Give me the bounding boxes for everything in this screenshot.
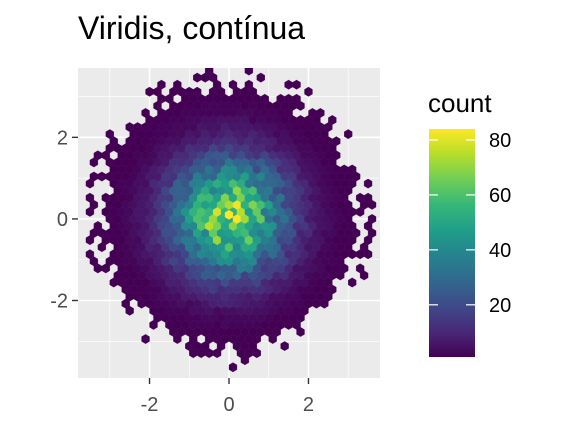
y-tick-label: 2 (57, 127, 68, 149)
hex-bin (93, 221, 102, 231)
x-tick-label: 2 (303, 394, 314, 416)
hex-bin (332, 136, 341, 147)
hex-bin (328, 115, 337, 125)
hex-bin (316, 108, 325, 118)
x-axis: -2 0 2 (141, 378, 314, 416)
hex-bin (292, 93, 301, 104)
legend-title: count (428, 88, 492, 118)
hex-bin (141, 334, 150, 344)
hex-bin (228, 79, 238, 90)
legend-ticks: 20 40 60 80 (429, 130, 511, 317)
hex-bin (256, 72, 265, 83)
hex-bin (260, 93, 269, 104)
hex-bin (363, 178, 373, 189)
legend-tick-label: 40 (489, 240, 511, 262)
colorbar (429, 129, 475, 357)
legend-tick-label: 60 (489, 185, 511, 207)
hex-bin (157, 79, 166, 90)
hex-bin (85, 192, 95, 203)
hex-bin (344, 129, 353, 140)
hex-bin (205, 68, 214, 76)
hex-bin (304, 86, 313, 97)
y-axis: -2 0 2 (50, 127, 78, 313)
hex-bin (173, 79, 182, 90)
hex-bin (228, 362, 238, 373)
hex-bin (244, 68, 253, 76)
hex-bin (363, 192, 373, 203)
legend: count 20 40 60 80 (428, 88, 511, 357)
hex-bin (280, 341, 289, 351)
hex-bin (348, 277, 357, 288)
y-tick-label: 0 (57, 209, 68, 231)
hex-bin (348, 164, 357, 175)
hex-bin (292, 79, 301, 90)
hex-bin-peak (224, 209, 234, 220)
chart-title: Viridis, contínua (78, 10, 306, 46)
hex-bin (85, 249, 95, 260)
hex-bin (141, 108, 150, 118)
y-tick-label: -2 (50, 291, 68, 313)
hex-bin (244, 79, 253, 90)
hex-bin (367, 214, 377, 224)
hex-bins (85, 68, 377, 373)
x-tick-label: 0 (223, 394, 234, 416)
legend-tick-label: 20 (489, 295, 511, 317)
legend-tick-label: 80 (489, 130, 511, 152)
x-tick-label: -2 (141, 394, 159, 416)
hex-bin (356, 263, 365, 274)
hex-bin (105, 129, 114, 140)
hex-bin (193, 86, 202, 97)
